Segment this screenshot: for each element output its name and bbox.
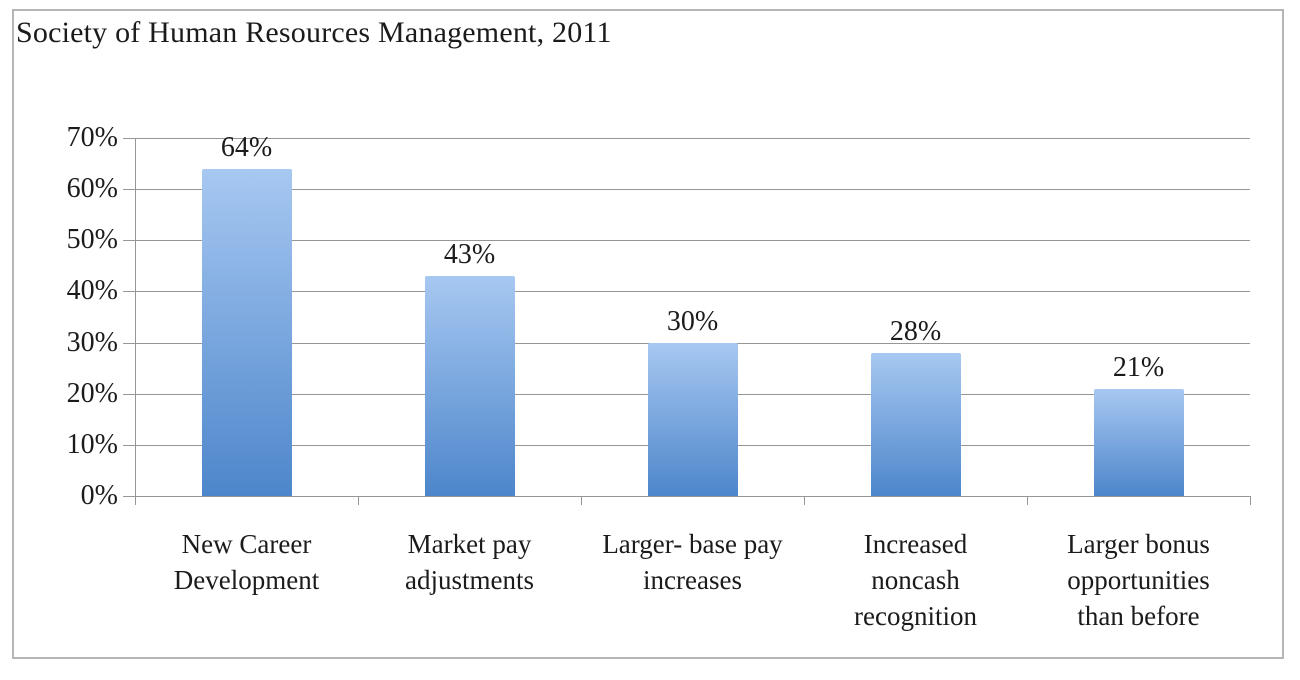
x-axis-tick: [804, 496, 805, 505]
category-label-line: Larger- base pay: [602, 529, 783, 559]
category-label: Larger- base pay increases: [581, 526, 805, 598]
category-label-line: Larger bonus: [1067, 529, 1210, 559]
y-axis-tick: [123, 291, 135, 293]
chart-title: Society of Human Resources Management, 2…: [16, 16, 612, 49]
bar-value-label: 43%: [443, 239, 496, 271]
category-label: Larger bonus opportunities than before: [1027, 526, 1251, 634]
y-axis-tick: [123, 444, 135, 446]
category-label-line: New Career: [181, 529, 312, 559]
category-label-line: increases: [643, 565, 742, 595]
category-label: Increased noncash recognition: [804, 526, 1028, 634]
bar: [201, 168, 292, 496]
x-axis-tick: [358, 496, 359, 505]
category-label-line: recognition: [854, 601, 977, 631]
bar: [1093, 388, 1184, 496]
bar: [424, 276, 515, 496]
bar: [647, 342, 738, 496]
y-axis-tick: [123, 496, 135, 497]
gridline: [135, 138, 1250, 139]
category-label: New Career Development: [135, 526, 359, 598]
category-label: Market pay adjustments: [358, 526, 582, 598]
y-axis-label: 40%: [66, 275, 118, 307]
category-label-line: noncash: [871, 565, 960, 595]
category-label-line: Development: [173, 565, 320, 595]
x-axis-tick: [1027, 496, 1028, 505]
gridline: [135, 291, 1250, 293]
y-axis-label: 10%: [66, 428, 118, 460]
category-label-line: adjustments: [405, 565, 534, 595]
category-label-line: than before: [1077, 601, 1200, 631]
y-axis-label: 50%: [66, 224, 118, 256]
category-label-line: Market pay: [407, 529, 532, 559]
y-axis-label: 30%: [66, 326, 118, 358]
y-axis-label: 60%: [66, 173, 118, 205]
y-axis-line: [135, 138, 136, 505]
bar-value-label: 28%: [889, 315, 942, 347]
category-label-line: Increased: [863, 529, 968, 559]
y-axis-label: 0%: [80, 480, 118, 511]
y-axis-tick: [123, 189, 135, 191]
y-axis-tick: [123, 240, 135, 242]
gridline: [135, 496, 1250, 497]
y-axis-tick: [123, 393, 135, 395]
y-axis-label: 20%: [66, 377, 118, 409]
x-axis-tick: [581, 496, 582, 505]
gridline: [135, 189, 1250, 191]
gridline: [135, 240, 1250, 242]
y-axis-label: 70%: [66, 122, 118, 153]
y-axis-tick: [123, 138, 135, 139]
bar-value-label: 30%: [666, 305, 719, 337]
category-label-line: opportunities: [1067, 565, 1210, 595]
y-axis-tick: [123, 342, 135, 344]
bar-value-label: 64%: [220, 131, 273, 163]
bar: [870, 352, 961, 496]
bar-value-label: 21%: [1112, 351, 1165, 383]
x-axis-tick: [1250, 496, 1251, 505]
